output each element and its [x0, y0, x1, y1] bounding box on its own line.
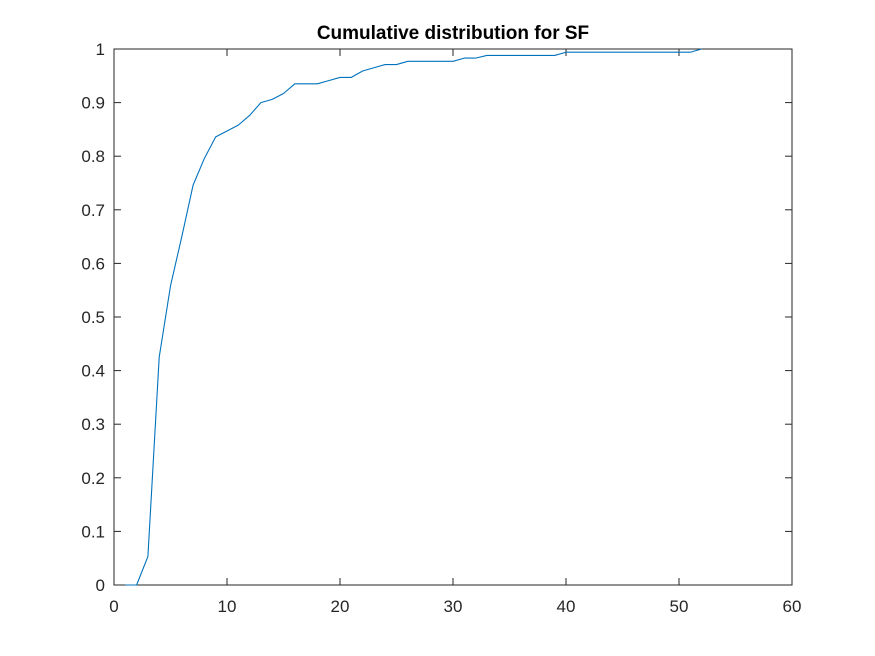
cdf-series-line — [125, 48, 702, 586]
y-tick-label: 0.8 — [81, 147, 105, 166]
x-axis: 0 10 20 30 40 50 60 — [109, 49, 801, 616]
x-tick-label: 20 — [331, 597, 350, 616]
y-tick-label: 0.1 — [81, 522, 105, 541]
x-tick-label: 30 — [444, 597, 463, 616]
x-tick-label: 0 — [109, 597, 118, 616]
series-group — [125, 48, 702, 586]
y-axis: 0 0.1 0.2 0.3 0.4 0.5 0.6 0.7 0.8 0.9 1 — [81, 40, 792, 595]
x-tick-label: 60 — [783, 597, 802, 616]
y-tick-label: 0.2 — [81, 469, 105, 488]
chart-title: Cumulative distribution for SF — [317, 23, 589, 44]
y-tick-label: 0.9 — [81, 94, 105, 113]
x-tick-label: 40 — [557, 597, 576, 616]
y-tick-label: 0.7 — [81, 201, 105, 220]
x-tick-label: 50 — [670, 597, 689, 616]
y-tick-label: 0.6 — [81, 254, 105, 273]
x-tick-label: 10 — [218, 597, 237, 616]
y-tick-label: 0.4 — [81, 362, 105, 381]
plot-area — [113, 48, 793, 586]
y-tick-label: 0.5 — [81, 308, 105, 327]
y-tick-label: 0.3 — [81, 415, 105, 434]
y-tick-label: 1 — [96, 40, 105, 59]
y-tick-label: 0 — [96, 576, 105, 595]
